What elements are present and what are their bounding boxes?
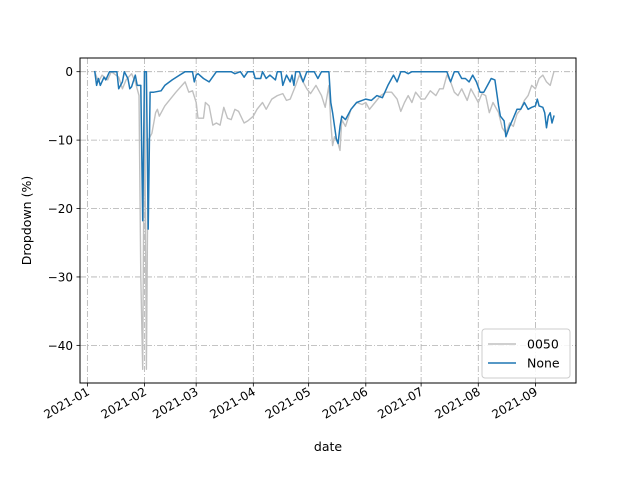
y-tick-label: −10: [48, 134, 73, 148]
legend-label: None: [527, 356, 560, 371]
x-axis-label: date: [314, 439, 342, 454]
series-line-0050: [93, 70, 555, 370]
y-axis-label: Dropdown (%): [19, 176, 34, 265]
series-layer: [93, 70, 555, 370]
y-tick-label: −20: [48, 202, 73, 216]
legend: 0050 None: [481, 328, 571, 379]
y-tick-label: −30: [48, 270, 73, 284]
y-tick-label: −40: [48, 339, 73, 353]
y-tick-label: 0: [65, 65, 73, 79]
plot-frame: [79, 57, 577, 384]
legend-box: [481, 328, 571, 379]
legend-label: 0050: [527, 337, 559, 352]
series-line-None: [93, 70, 555, 230]
